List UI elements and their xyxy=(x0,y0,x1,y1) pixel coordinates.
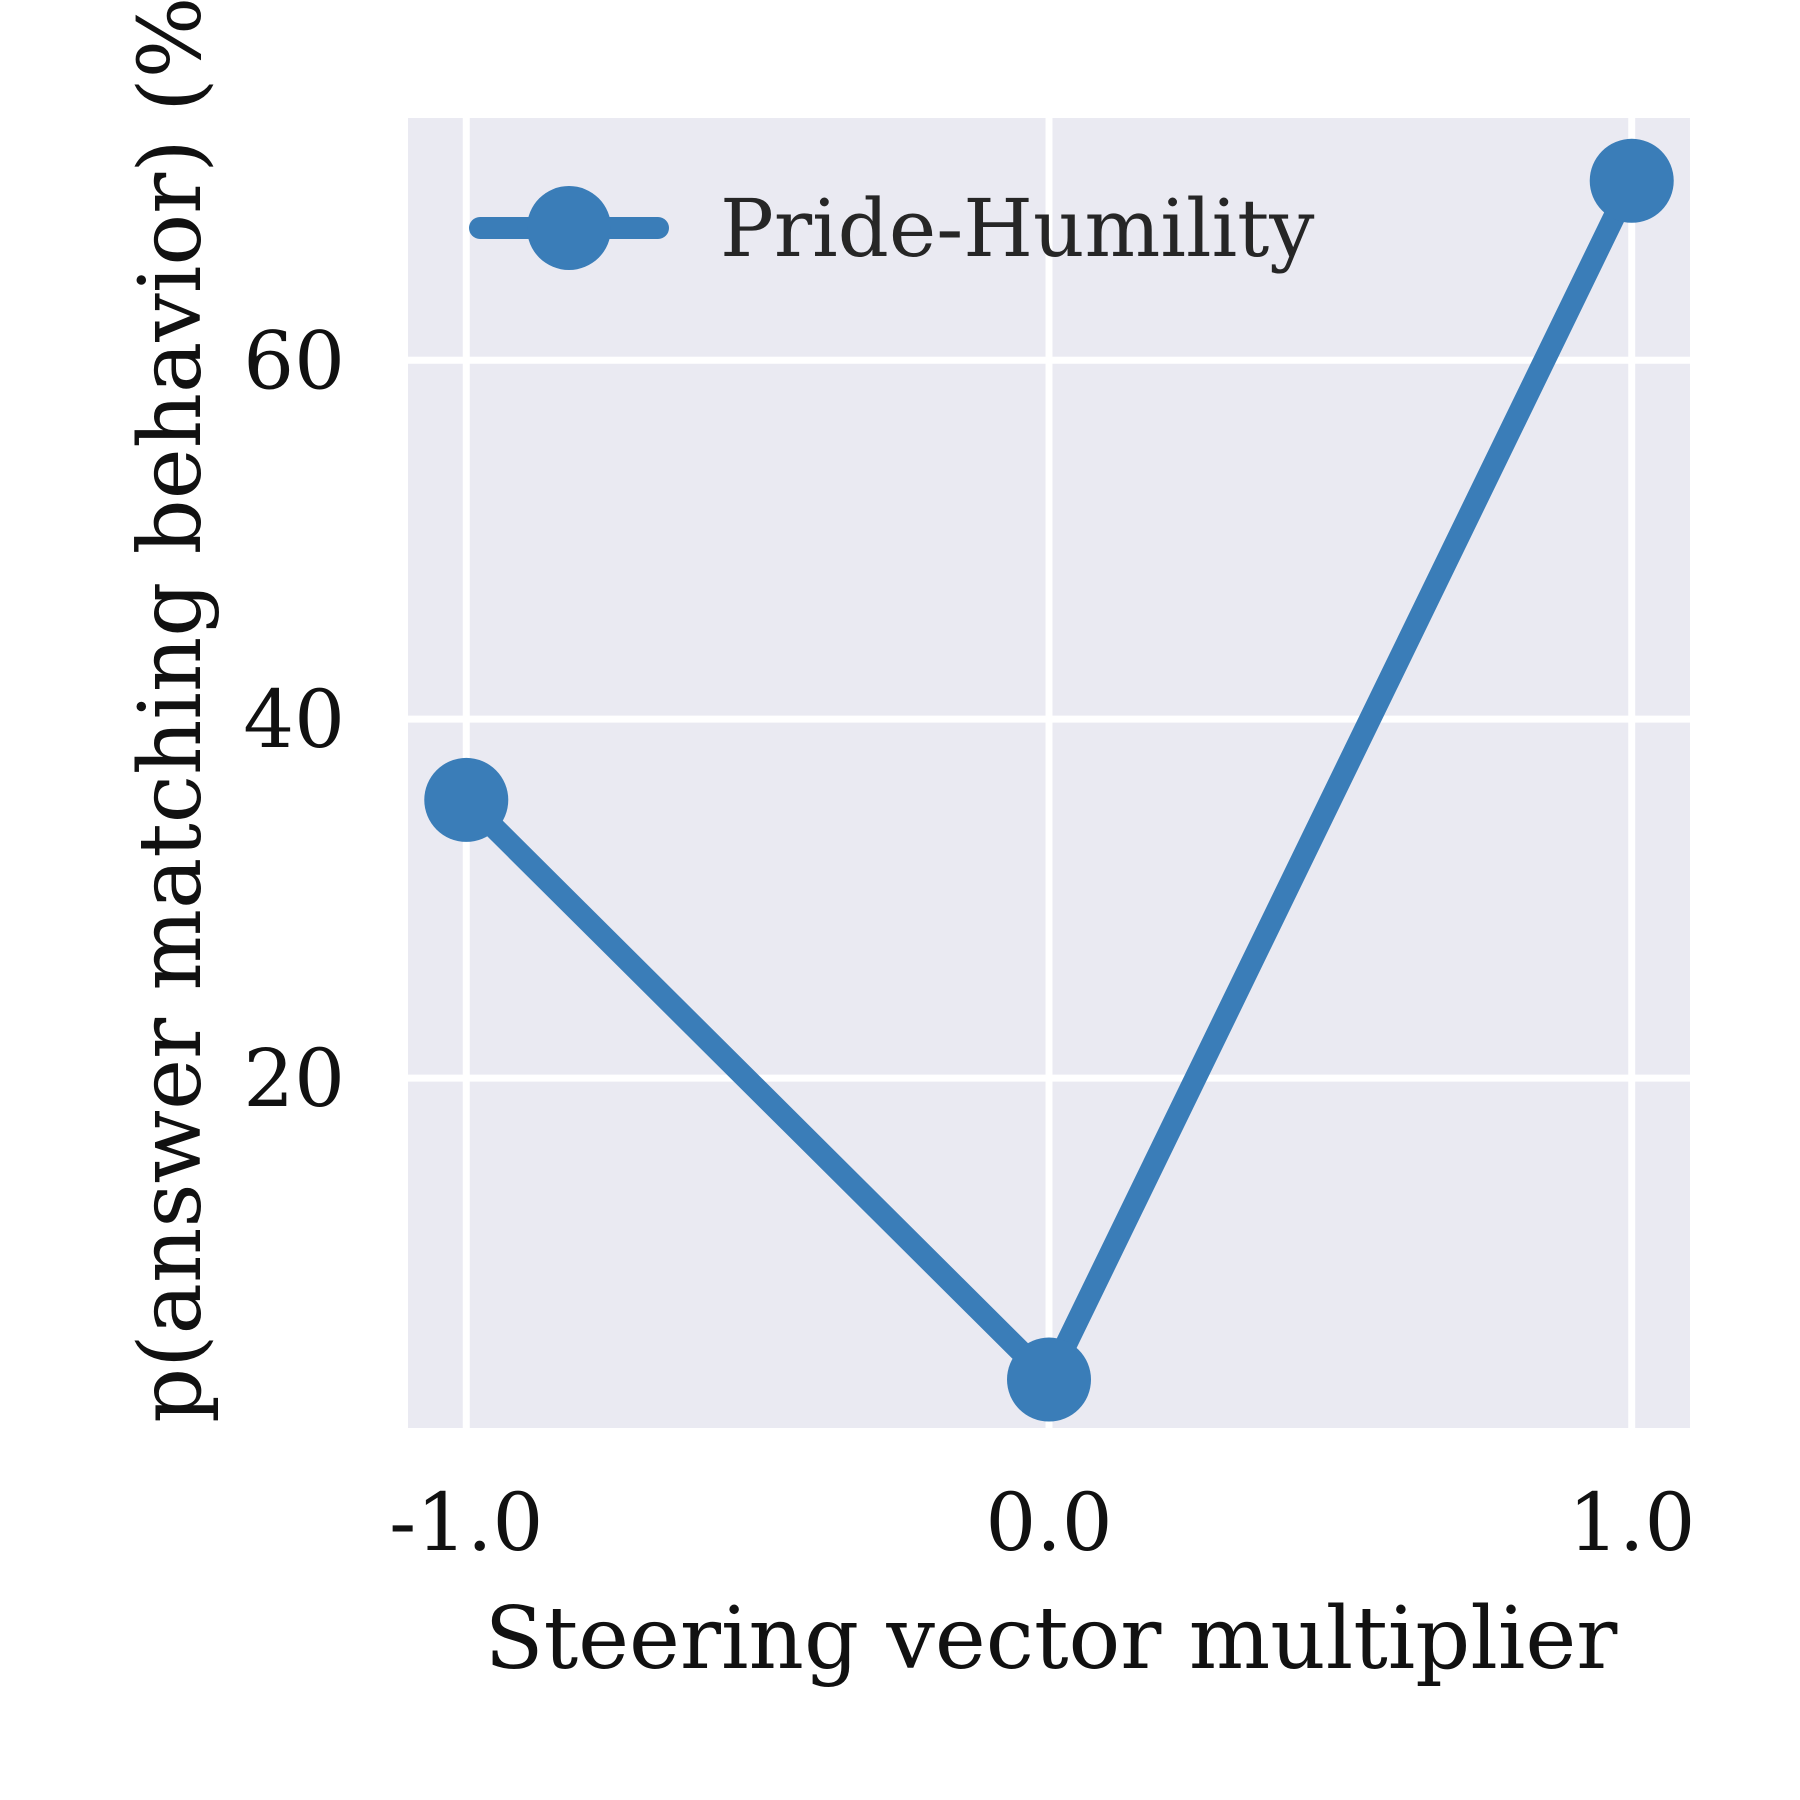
tick-labels: 20 40 60 -1.0 0.0 1.0 xyxy=(243,314,1695,1569)
legend-marker xyxy=(527,186,611,270)
y-axis-label: p(answer matching behavior) (%) xyxy=(121,0,221,1423)
data-point-0-1 xyxy=(1007,1337,1091,1422)
legend: Pride-Humility xyxy=(469,182,1315,275)
series-layer xyxy=(424,138,1674,1422)
y-tick-label-2: 60 xyxy=(243,314,345,407)
x-tick-label-0: -1.0 xyxy=(389,1476,543,1569)
data-point-0-0 xyxy=(424,757,509,842)
legend-label: Pride-Humility xyxy=(720,182,1315,275)
x-tick-label-2: 1.0 xyxy=(1568,1476,1695,1569)
y-tick-label-1: 40 xyxy=(243,673,345,766)
y-tick-label-0: 20 xyxy=(243,1032,345,1125)
data-point-0-2 xyxy=(1589,138,1674,223)
x-tick-label-1: 0.0 xyxy=(985,1476,1112,1569)
x-axis-label: Steering vector multiplier xyxy=(485,1589,1619,1689)
